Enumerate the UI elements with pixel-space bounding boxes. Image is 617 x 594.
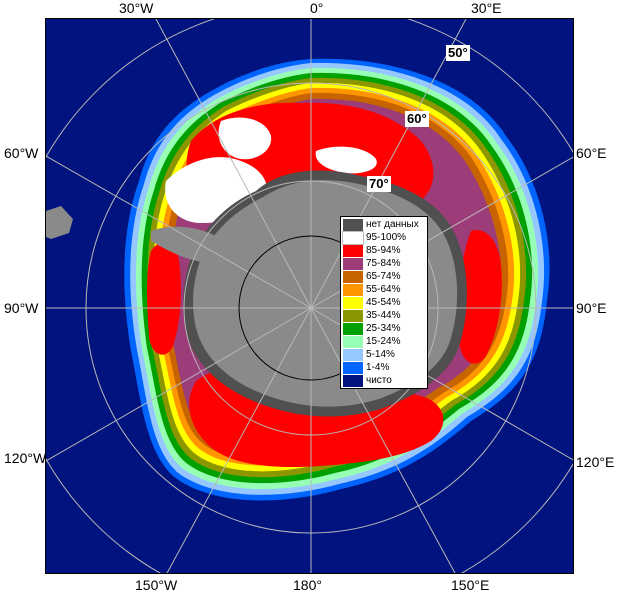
legend-swatch [343,322,363,335]
legend-item: 5-14% [343,348,425,361]
lon-label-120e: 120°E [576,454,615,470]
legend-swatch [343,335,363,348]
legend-item: нет данных [343,218,425,231]
legend-item: 95-100% [342,230,425,245]
legend-label: чисто [366,374,392,386]
ice-patch-95-100-north [218,117,272,160]
legend-swatch [343,218,363,231]
legend-item: 85-94% [343,244,425,257]
lon-label-0-top: 0° [310,0,324,16]
legend-swatch [343,348,363,361]
lon-label-90e: 90°E [576,300,607,316]
legend-label: 55-64% [366,283,401,295]
lon-label-60w: 60°W [4,145,39,161]
meridian-150w [166,307,312,573]
legend-label: 65-74% [366,270,401,282]
south-america-land [46,206,73,239]
lat-label-60: 60° [405,111,429,127]
legend-swatch [343,374,363,387]
ice-patch-85-94-west [147,242,181,355]
legend-label: 25-34% [366,322,401,334]
legend-swatch [343,270,363,283]
lon-label-30w-top: 30°W [119,0,154,16]
lon-label-150e: 150°E [451,577,490,593]
legend-swatch [343,309,363,322]
legend-item: 15-24% [343,335,425,348]
lon-label-150w: 150°W [135,577,178,593]
legend-label: 85-94% [366,244,401,256]
sea-ice-map [45,18,574,574]
legend-item: 65-74% [343,270,425,283]
legend-label: 1-4% [366,361,390,373]
legend-label: 15-24% [366,335,401,347]
legend-item: 75-84% [343,257,425,270]
lat-label-50: 50° [446,45,470,61]
legend-item: 25-34% [343,322,425,335]
legend-swatch [343,257,363,270]
meridian-30w [155,19,312,309]
legend-label: 75-84% [366,257,401,269]
legend-swatch [342,230,364,245]
legend-swatch [343,361,363,374]
legend-item: 1-4% [343,361,425,374]
meridian-150e [310,307,456,573]
ice-patch-85-94-east [458,230,502,364]
map-canvas [46,19,573,573]
legend-item: 35-44% [343,309,425,322]
lon-label-90w: 90°W [4,300,39,316]
meridian-30e [310,19,467,309]
legend-swatch [343,283,363,296]
legend-item: 55-64% [343,283,425,296]
meridian-60w [46,155,312,309]
legend-label: 95-100% [366,231,407,243]
legend-label: 45-54% [366,296,401,308]
legend-swatch [343,244,363,257]
legend-label: 5-14% [366,348,395,360]
meridian-120w [46,307,312,462]
lon-label-120w: 120°W [4,450,47,466]
legend-item: 45-54% [343,296,425,309]
legend-label: нет данных [366,218,419,230]
ice-patch-95-100-shelf [315,146,377,174]
lat-label-70: 70° [367,176,391,192]
legend: нет данных 95-100% 85-94% 75-84% 65-74% 55-64… [340,216,428,389]
lon-label-180: 180° [293,577,322,593]
lon-label-60e: 60°E [576,145,607,161]
legend-label: 35-44% [366,309,401,321]
legend-swatch [343,296,363,309]
lon-label-30e-top: 30°E [471,0,502,16]
legend-item: чисто [343,374,425,387]
